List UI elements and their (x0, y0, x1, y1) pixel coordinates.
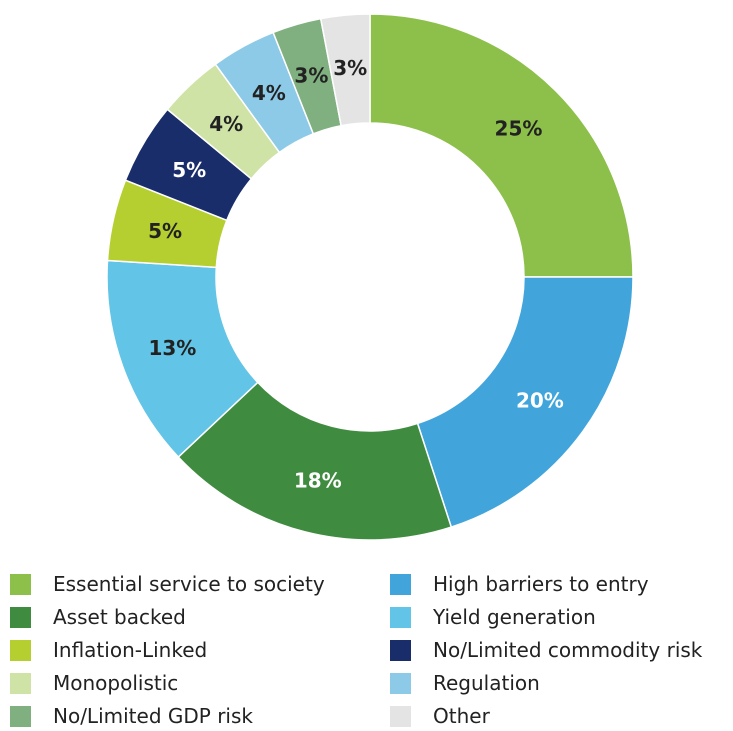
data-label-essential-service-to-society: 25% (495, 117, 543, 141)
legend-item-essential-service: Essential service to society (10, 570, 325, 598)
legend-item-commodity-risk: No/Limited commodity risk (390, 636, 702, 664)
data-label-regulation: 4% (252, 81, 286, 105)
legend-item-high-barriers: High barriers to entry (390, 570, 649, 598)
legend-item-asset-backed: Asset backed (10, 603, 186, 631)
slice-essential-service-to-society (369, 13, 634, 278)
donut-chart: 25%20%18%13%5%5%4%4%3% 3% (106, 13, 634, 541)
legend-item-other: Other (390, 702, 490, 730)
legend-item-gdp-risk: No/Limited GDP risk (10, 702, 253, 730)
legend-item-yield-generation: Yield generation (390, 603, 596, 631)
legend-label: Essential service to society (53, 572, 325, 596)
legend-label: Regulation (433, 671, 540, 695)
legend-label: Monopolistic (53, 671, 179, 695)
legend-item-inflation-linked: Inflation-Linked (10, 636, 207, 664)
legend: Essential service to society High barrie… (0, 560, 733, 731)
legend-swatch (390, 573, 411, 595)
data-label-other: 3% (333, 56, 367, 80)
legend-swatch (390, 672, 411, 694)
data-label-no-limited-commodity-risk: 5% (172, 158, 206, 182)
legend-label: Inflation-Linked (53, 638, 208, 662)
slice-other (319, 13, 371, 127)
data-label-high-barriers-to-entry: 20% (516, 388, 564, 412)
legend-label: No/Limited commodity risk (433, 638, 703, 662)
legend-label: No/Limited GDP risk (53, 704, 253, 728)
slice-high-barriers-to-entry (416, 276, 634, 529)
legend-swatch (10, 606, 31, 628)
legend-swatch (390, 606, 411, 628)
legend-swatch (390, 705, 411, 727)
legend-swatch (390, 639, 411, 661)
data-label-inflation-linked: 5% (148, 219, 182, 243)
legend-item-monopolistic: Monopolistic (10, 669, 178, 697)
legend-swatch (10, 705, 31, 727)
legend-label: Yield generation (433, 605, 596, 629)
data-label-no-limited-gdp-risk: 3% (294, 63, 328, 87)
legend-swatch (10, 672, 31, 694)
data-label-monopolistic: 4% (209, 112, 243, 136)
data-label-yield-generation: 13% (148, 336, 196, 360)
legend-item-regulation: Regulation (390, 669, 540, 697)
slice-asset-backed (177, 381, 453, 541)
legend-label: High barriers to entry (433, 572, 649, 596)
legend-swatch (10, 573, 31, 595)
legend-label: Asset backed (53, 605, 186, 629)
legend-label: Other (433, 704, 490, 728)
legend-swatch (10, 639, 31, 661)
data-label-asset-backed: 18% (294, 468, 342, 492)
